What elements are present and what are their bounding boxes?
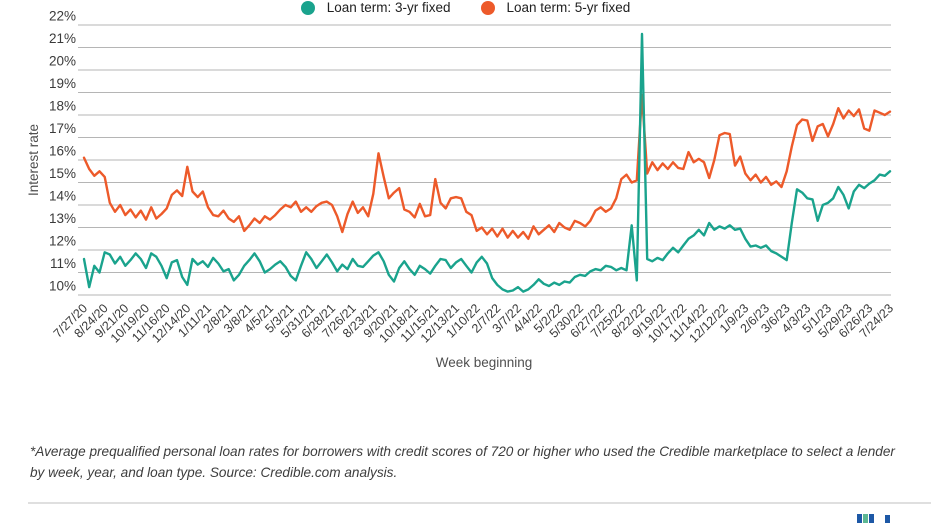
legend-dot-3yr-icon [300,0,315,15]
legend-item-5yr: Loan term: 5-yr fixed [480,0,631,15]
legend-dot-5yr-icon [480,0,495,15]
gridlines-layer [78,24,891,296]
y-axis-title: Interest rate [26,124,41,196]
series-layer [82,32,892,293]
y-tick-label: 10% [49,279,76,294]
y-tick-label: 19% [49,76,76,91]
bottom-divider [28,502,931,504]
logo-bar-icon [885,515,890,523]
y-tick-label: 12% [49,234,76,249]
rate-line-chart: 22%21%20%19%18%17%16%15%14%13%12%11%10%7… [26,9,896,371]
y-tick-label: 14% [49,189,76,204]
legend-item-3yr: Loan term: 3-yr fixed [300,0,451,15]
y-tick-label: 18% [49,99,76,114]
y-tick-label: 17% [49,121,76,136]
series-line-3yr-fixed [82,32,892,293]
series-line-5yr-fixed [82,93,892,240]
source-footnote: *Average prequalified personal loan rate… [30,444,895,480]
y-tick-label: 13% [49,211,76,226]
y-tick-label: 11% [50,256,76,271]
y-tick-label: 20% [49,54,76,69]
y-tick-label: 22% [49,9,76,24]
y-tick-label: 21% [49,31,76,46]
y-tick-label: 16% [49,144,76,159]
legend: Loan term: 3-yr fixed Loan term: 5-yr fi… [0,0,931,15]
x-axis-title: Week beginning [436,355,533,370]
logo-bars-icon [857,514,874,523]
legend-label-3yr: Loan term: 3-yr fixed [326,0,451,15]
y-tick-label: 15% [49,166,76,181]
legend-label-5yr: Loan term: 5-yr fixed [506,0,631,15]
